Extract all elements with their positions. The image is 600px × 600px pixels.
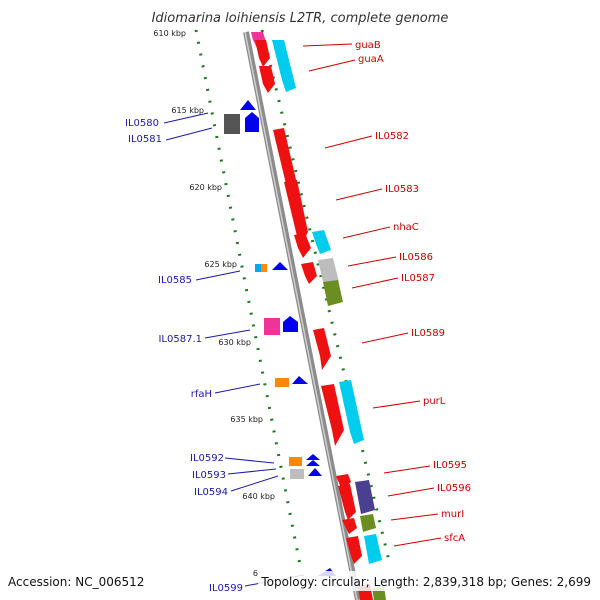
gene-IL0589[interactable] — [313, 328, 331, 370]
gene-IL0587.1-a[interactable] — [264, 318, 280, 335]
label-IL0594[interactable]: IL0594 — [194, 487, 228, 498]
gene-IL0594-b[interactable] — [308, 468, 322, 476]
left-scale-track — [194, 29, 302, 566]
gene-IL0595[interactable] — [336, 474, 351, 490]
scale-label-645-partial: 6 — [253, 569, 258, 578]
gene-purL-a[interactable] — [321, 384, 344, 446]
forward-gene-labels: guaB guaA IL0582 IL0583 nhaC IL0586 IL05… — [355, 40, 471, 544]
label-IL0585[interactable]: IL0585 — [158, 275, 192, 286]
scale-label-610: 610 kbp — [153, 29, 186, 38]
label-IL0583[interactable]: IL0583 — [385, 184, 419, 195]
label-nhaC[interactable]: nhaC — [393, 222, 419, 233]
label-sfcA[interactable]: sfcA — [444, 533, 465, 544]
label-rfaH[interactable]: rfaH — [191, 389, 212, 400]
gene-IL0596-b[interactable] — [355, 480, 375, 514]
gene-IL0583[interactable] — [284, 180, 308, 248]
gene-IL0593[interactable] — [306, 460, 320, 466]
label-IL0586[interactable]: IL0586 — [399, 252, 433, 263]
gene-purL-b[interactable] — [339, 380, 364, 444]
label-IL0580[interactable]: IL0580 — [125, 118, 159, 129]
label-guaA[interactable]: guaA — [358, 54, 384, 65]
gene-nhaC[interactable] — [312, 230, 331, 254]
gene-IL0592-b[interactable] — [306, 454, 320, 460]
gene-guaB-a[interactable] — [255, 40, 270, 67]
footer-backdrop — [258, 571, 600, 591]
scale-label-630: 630 kbp — [218, 338, 251, 347]
gene-murI-a[interactable] — [342, 518, 357, 534]
label-IL0593[interactable]: IL0593 — [192, 470, 226, 481]
gene-IL0596-a[interactable] — [338, 484, 356, 520]
gene-IL0585-a[interactable] — [255, 264, 261, 272]
forward-strand-genes — [251, 32, 386, 600]
reverse-gene-labels: IL0580 IL0581 IL0585 IL0587.1 rfaH IL059… — [125, 118, 243, 594]
forward-leader-lines — [302, 43, 442, 547]
label-guaB[interactable]: guaB — [355, 40, 381, 51]
gene-IL0587-b[interactable] — [323, 280, 343, 306]
label-IL0596[interactable]: IL0596 — [437, 483, 471, 494]
gene-IL0586[interactable] — [301, 262, 317, 284]
label-IL0581[interactable]: IL0581 — [128, 134, 162, 145]
label-IL0587[interactable]: IL0587 — [401, 273, 435, 284]
gene-guaA[interactable] — [272, 40, 296, 92]
gene-IL0587.1-b[interactable] — [283, 316, 298, 332]
gene-IL0587-a[interactable] — [318, 258, 339, 286]
scale-label-640: 640 kbp — [242, 492, 275, 501]
label-murI[interactable]: murI — [441, 509, 464, 520]
gene-murI-b[interactable] — [360, 514, 376, 532]
scale-label-615: 615 kbp — [171, 106, 204, 115]
gene-IL0592-a[interactable] — [289, 457, 302, 466]
genome-backbone — [243, 31, 361, 600]
gene-IL0585-b[interactable] — [261, 264, 267, 272]
gene-sfcA-a[interactable] — [346, 536, 362, 564]
genome-backbone-highlight — [244, 31, 358, 600]
gene-rfaH[interactable] — [275, 378, 289, 387]
reverse-leader-lines — [163, 112, 305, 587]
scale-ticks: 610 kbp 615 kbp 620 kbp 625 kbp 630 kbp … — [153, 29, 275, 578]
gene-IL0594-a[interactable] — [290, 469, 304, 479]
label-IL0592[interactable]: IL0592 — [190, 453, 224, 464]
gene-IL0581-b[interactable] — [245, 112, 259, 132]
gene-rfaH-arrow[interactable] — [292, 376, 308, 384]
label-IL0589[interactable]: IL0589 — [411, 328, 445, 339]
gene-IL0580[interactable] — [240, 100, 256, 110]
label-IL0587.1[interactable]: IL0587.1 — [158, 334, 202, 345]
map-title: Idiomarina loihiensis L2TR, complete gen… — [152, 11, 449, 26]
gene-IL0584[interactable] — [294, 233, 311, 258]
label-purL[interactable]: purL — [423, 396, 446, 407]
label-IL0582[interactable]: IL0582 — [375, 131, 409, 142]
accession-text: Accession: NC_006512 — [8, 575, 144, 589]
genome-summary-text: Topology: circular; Length: 2,839,318 bp… — [260, 575, 591, 589]
scale-label-625: 625 kbp — [204, 260, 237, 269]
right-scale-track — [260, 29, 392, 566]
scale-label-620: 620 kbp — [189, 183, 222, 192]
gene-sfcA-b[interactable] — [364, 534, 382, 564]
gene-guaB-b[interactable] — [259, 66, 275, 93]
label-IL0595[interactable]: IL0595 — [433, 460, 467, 471]
scale-label-635: 635 kbp — [230, 415, 263, 424]
gene-IL0581-a[interactable] — [224, 114, 240, 134]
gene-IL0585-c[interactable] — [272, 262, 288, 270]
label-IL0599[interactable]: IL0599 — [209, 583, 243, 594]
reverse-strand-genes — [224, 100, 336, 576]
